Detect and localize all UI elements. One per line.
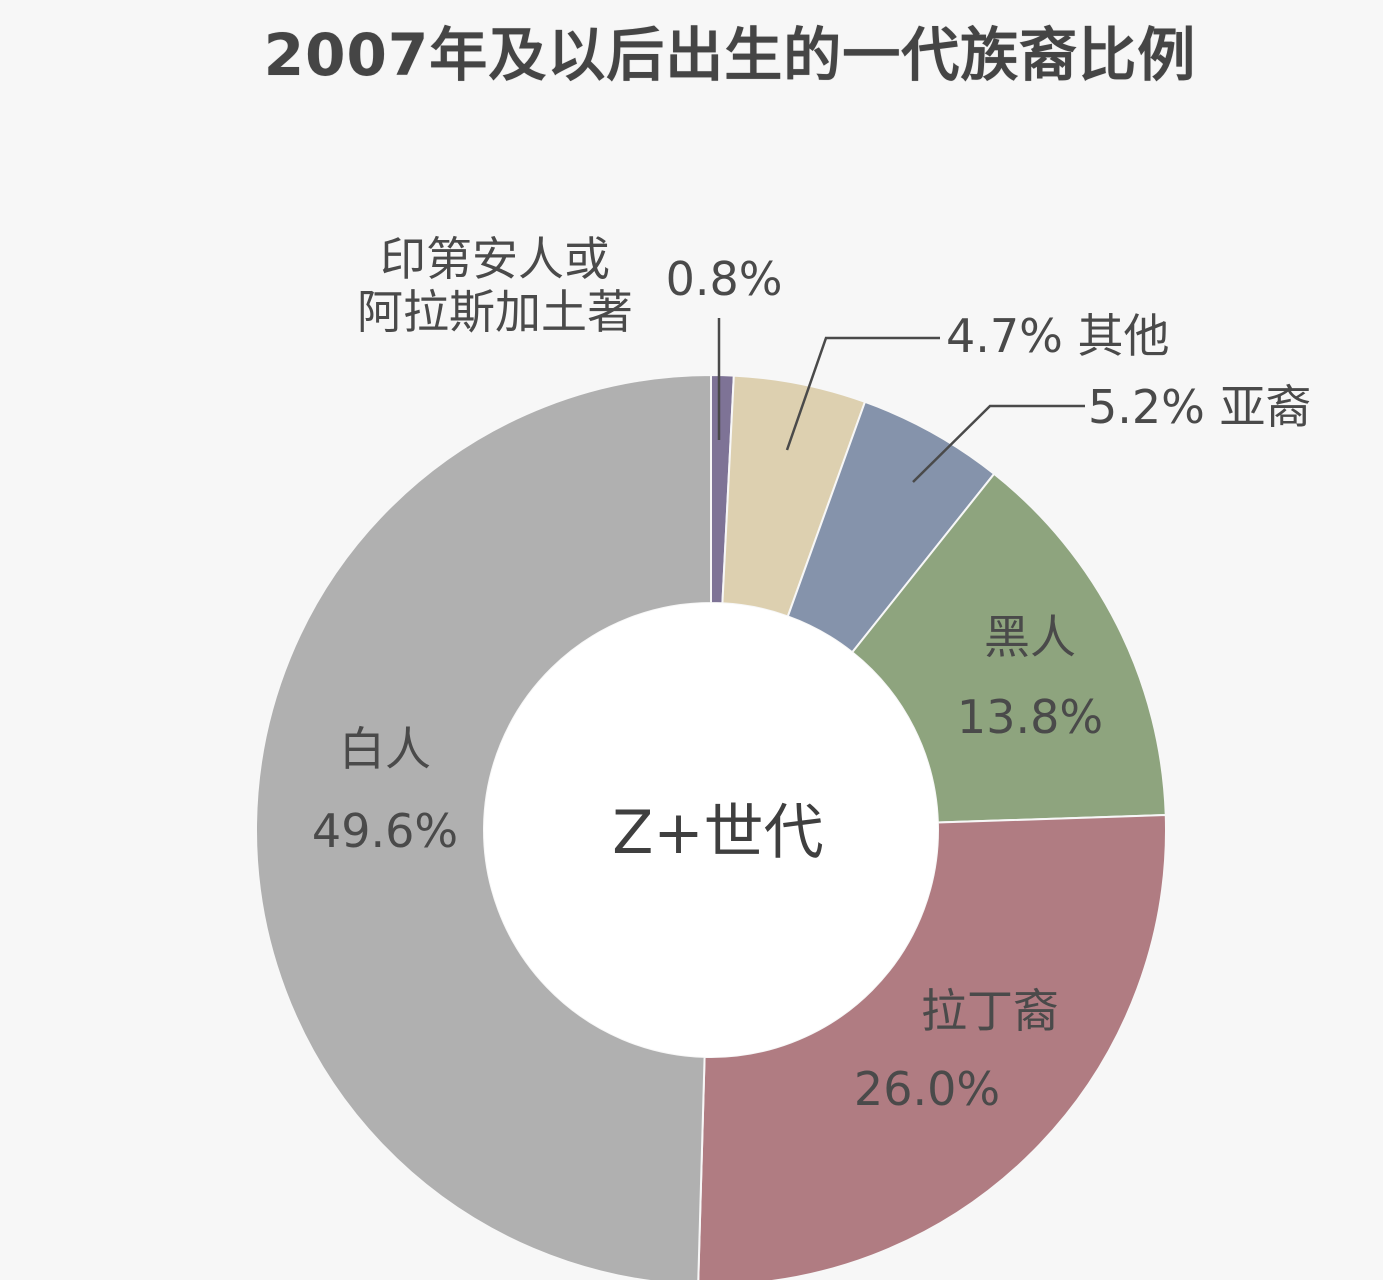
slice-0-name-line-1: 印第安人或 xyxy=(380,232,610,286)
donut-hole xyxy=(484,603,938,1057)
slice-5-value: 49.6% xyxy=(312,804,458,858)
center-label: Z+世代 xyxy=(612,798,823,868)
slice-1-leader xyxy=(785,336,940,451)
slice-0-name-line-2: 阿拉斯加土著 xyxy=(357,285,633,339)
slice-0-value: 0.8% xyxy=(666,252,783,306)
slice-2-label: 5.2% 亚裔 xyxy=(1088,380,1312,434)
slice-1-label: 4.7% 其他 xyxy=(946,309,1170,363)
slice-4-wedge xyxy=(697,813,1167,1280)
slice-3-name: 黑人 xyxy=(984,610,1076,664)
slice-2-leader xyxy=(912,404,1085,483)
donut-slices xyxy=(254,373,1167,1280)
slice-4-name: 拉丁裔 xyxy=(921,984,1059,1038)
leader-lines xyxy=(717,318,1085,483)
slice-5-name: 白人 xyxy=(339,722,431,776)
slice-3-value: 13.8% xyxy=(957,690,1103,744)
slice-4-value: 26.0% xyxy=(854,1062,1000,1116)
chart-title: 2007年及以后出生的一代族裔比例 xyxy=(263,21,1197,89)
